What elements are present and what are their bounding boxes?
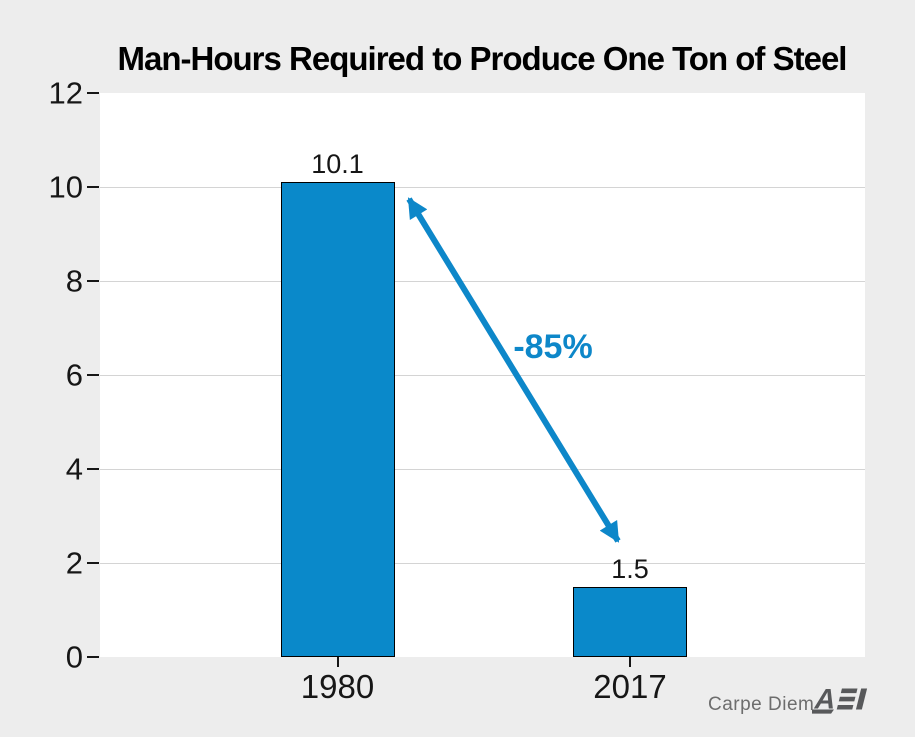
aei-logo-e-bar xyxy=(840,688,858,694)
gridline xyxy=(100,280,865,282)
y-axis-tick-label: 6 xyxy=(65,357,83,393)
gridline xyxy=(100,374,865,376)
y-axis-tick-label: 12 xyxy=(48,75,83,111)
bar-1980 xyxy=(280,182,395,657)
aei-logo-letter-i xyxy=(855,688,868,710)
chart-title: Man-Hours Required to Produce One Ton of… xyxy=(117,40,848,77)
plot-area xyxy=(100,93,865,657)
x-axis-tick xyxy=(629,657,631,667)
aei-logo-e-bar xyxy=(838,696,856,702)
y-axis-tick-label: 0 xyxy=(65,639,83,675)
y-axis-tick xyxy=(87,468,99,470)
y-axis-tick-label: 4 xyxy=(65,451,83,487)
y-axis-tick xyxy=(87,374,99,376)
y-axis-tick xyxy=(87,186,99,188)
bar-2017 xyxy=(573,586,687,657)
gridline xyxy=(100,468,865,470)
y-axis-tick xyxy=(87,656,99,658)
bar-value-label: 10.1 xyxy=(311,149,364,180)
x-axis-tick-label: 2017 xyxy=(593,668,667,705)
gridline xyxy=(100,562,865,564)
y-axis-tick xyxy=(87,562,99,564)
change-annotation: -85% xyxy=(513,328,593,366)
y-axis-tick-label: 10 xyxy=(48,169,83,205)
x-axis-tick-label: 1980 xyxy=(300,668,375,705)
aei-logo: A xyxy=(812,684,868,716)
aei-logo-e-bar xyxy=(836,704,854,710)
y-axis-tick xyxy=(87,92,99,94)
bar-value-label: 1.5 xyxy=(611,553,649,584)
y-axis-tick-label: 8 xyxy=(65,263,83,299)
carpe-diem-credit: Carpe Diem xyxy=(708,694,815,715)
aei-logo-letter-a: A xyxy=(812,684,840,716)
x-axis-tick xyxy=(336,657,339,667)
y-axis-tick xyxy=(87,280,99,282)
y-axis-tick-label: 2 xyxy=(65,545,83,581)
gridline xyxy=(100,186,865,188)
aei-logo-swoosh xyxy=(812,709,834,714)
